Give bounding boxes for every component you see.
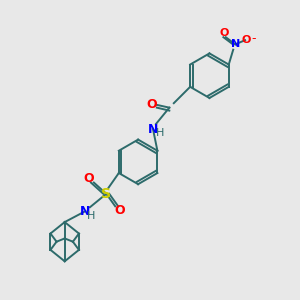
Text: S: S xyxy=(101,187,111,201)
Text: H: H xyxy=(87,212,95,221)
Text: N: N xyxy=(231,39,240,49)
Text: O: O xyxy=(84,172,94,185)
Text: N: N xyxy=(148,122,158,136)
Text: -: - xyxy=(252,32,256,45)
Text: O: O xyxy=(220,28,229,38)
Text: O: O xyxy=(146,98,157,111)
Text: O: O xyxy=(114,204,125,217)
Text: O: O xyxy=(242,35,251,45)
Text: N: N xyxy=(80,205,91,218)
Text: H: H xyxy=(156,128,165,138)
